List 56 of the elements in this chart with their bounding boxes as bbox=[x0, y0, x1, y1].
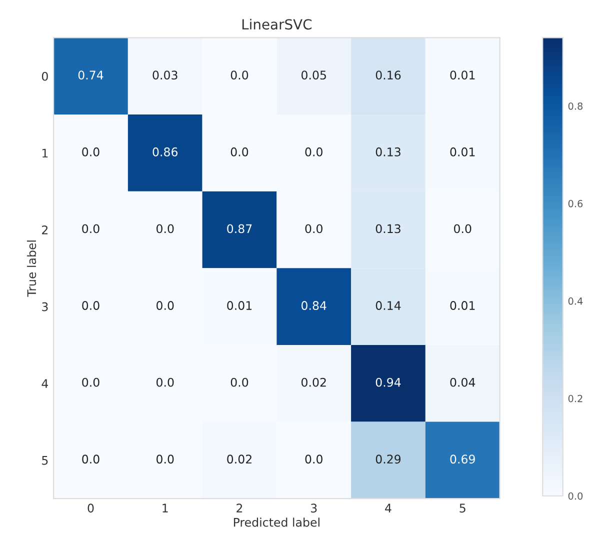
x-tick-label: 1 bbox=[162, 504, 168, 512]
data-label: 0.94 bbox=[376, 378, 401, 387]
data-label: 0.0 bbox=[230, 70, 248, 80]
data-label: 0.29 bbox=[376, 454, 401, 464]
data-label: 0.13 bbox=[376, 224, 400, 234]
data-label: 0.0 bbox=[82, 301, 100, 310]
data-label: 0.0 bbox=[305, 224, 322, 234]
color-bar-label: 0.8 bbox=[568, 102, 583, 110]
data-label: 0.87 bbox=[227, 224, 252, 234]
y-tick-label: 0 bbox=[42, 72, 48, 81]
data-label: 0.69 bbox=[450, 454, 475, 464]
x-tick-label: 4 bbox=[385, 504, 392, 512]
data-label: 0.02 bbox=[302, 378, 326, 387]
color-bar-label: 0.2 bbox=[568, 394, 582, 402]
data-label: 0.0 bbox=[82, 147, 100, 156]
data-label: 0.0 bbox=[305, 147, 322, 156]
data-label: 0.0 bbox=[82, 224, 100, 234]
data-label: 0.0 bbox=[82, 454, 100, 464]
x-tick-label: 2 bbox=[236, 504, 242, 512]
data-label: 0.0 bbox=[156, 224, 174, 234]
data-label: 0.01 bbox=[450, 70, 475, 80]
color-bar-label: 0.4 bbox=[568, 297, 583, 305]
data-label: 0.02 bbox=[227, 454, 252, 464]
y-tick-label: 1 bbox=[42, 148, 48, 158]
data-label: 0.0 bbox=[230, 147, 248, 156]
y-tick-label: 5 bbox=[42, 456, 48, 465]
data-label: 0.74 bbox=[78, 70, 104, 80]
data-label: 0.16 bbox=[376, 70, 401, 80]
y-tick-label: 2 bbox=[42, 225, 48, 234]
data-label: 0.84 bbox=[302, 301, 326, 310]
data-label: 0.0 bbox=[156, 301, 174, 310]
data-label: 0.04 bbox=[450, 378, 476, 387]
chart-title: LinearSVC bbox=[242, 18, 312, 30]
data-label: 0.01 bbox=[450, 147, 475, 156]
data-label: 0.03 bbox=[152, 70, 178, 80]
color-bar-label: 0.6 bbox=[568, 200, 583, 208]
data-label: 0.0 bbox=[305, 454, 322, 464]
data-label: 0.05 bbox=[302, 70, 326, 80]
x-axis-title: Predicted label bbox=[234, 518, 320, 527]
data-label: 0.0 bbox=[230, 378, 248, 387]
data-label: 0.01 bbox=[450, 301, 475, 310]
data-label: 0.0 bbox=[156, 454, 174, 464]
y-tick-label: 3 bbox=[42, 302, 48, 312]
y-axis-title: True label bbox=[26, 240, 36, 297]
data-label: 0.0 bbox=[82, 378, 100, 387]
data-label: 0.14 bbox=[376, 301, 401, 310]
data-label: 0.01 bbox=[227, 301, 252, 310]
x-tick-label: 5 bbox=[460, 504, 466, 513]
data-label: 0.0 bbox=[156, 378, 174, 387]
y-tick-label: 4 bbox=[42, 379, 48, 388]
x-tick-label: 0 bbox=[88, 504, 94, 513]
color-bar-label: 0.0 bbox=[568, 492, 583, 500]
data-label: 0.86 bbox=[152, 147, 178, 156]
x-tick-label: 3 bbox=[311, 504, 317, 513]
data-label: 0.0 bbox=[454, 224, 472, 234]
data-label: 0.13 bbox=[376, 147, 400, 156]
